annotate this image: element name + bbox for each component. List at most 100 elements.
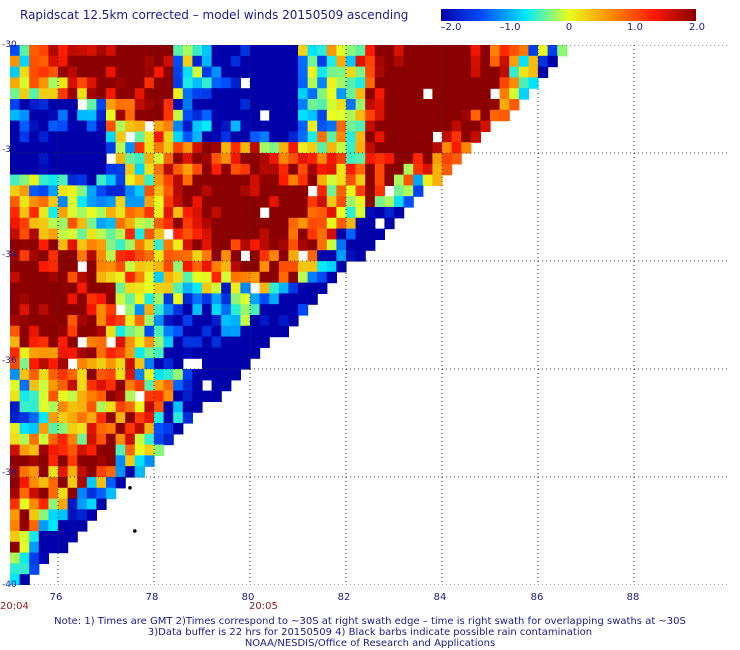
- map-cell: [48, 55, 59, 68]
- map-cell: [58, 131, 69, 143]
- map-cell: [19, 466, 30, 478]
- map-cell: [326, 163, 337, 176]
- map-cell: [278, 228, 289, 240]
- map-cell: [317, 109, 328, 122]
- map-cell: [106, 88, 117, 100]
- x-tick-label: 78: [145, 592, 159, 603]
- map-cell: [38, 531, 49, 543]
- map-cell: [29, 261, 40, 273]
- map-cell: [298, 185, 309, 197]
- x-tick-label: 88: [626, 592, 640, 603]
- map-cell: [77, 498, 88, 510]
- map-cell: [394, 207, 405, 219]
- map-cell: [528, 55, 539, 68]
- map-cell: [346, 142, 357, 154]
- map-cell: [230, 336, 241, 348]
- map-cell: [240, 304, 251, 316]
- map-cell: [422, 66, 433, 78]
- map-cell: [413, 109, 424, 122]
- map-cell: [134, 66, 145, 78]
- map-cell: [278, 66, 289, 78]
- map-cell: [58, 444, 69, 456]
- map-cell: [19, 163, 30, 176]
- map-cell: [298, 293, 309, 305]
- map-cell: [77, 466, 88, 478]
- map-cell: [10, 120, 21, 132]
- map-cell: [67, 261, 78, 273]
- map-cell: [10, 466, 21, 478]
- map-cell: [403, 120, 414, 132]
- map-cell: [38, 466, 49, 478]
- map-cell: [125, 412, 136, 424]
- map-cell: [67, 131, 78, 143]
- map-cell: [288, 239, 299, 251]
- map-cell: [48, 358, 59, 370]
- map-cell: [106, 185, 117, 197]
- map-cell: [48, 315, 59, 327]
- map-cell: [211, 142, 222, 154]
- map-cell: [355, 228, 366, 240]
- map-cell: [38, 250, 49, 262]
- map-cell: [67, 196, 78, 208]
- map-cell: [106, 390, 117, 402]
- map-cell: [67, 293, 78, 305]
- map-cell: [336, 109, 347, 122]
- map-cell: [134, 347, 145, 359]
- map-cell: [317, 163, 328, 176]
- colorbar-tick: –1.0: [499, 22, 521, 33]
- x-tick-label: 76: [49, 592, 63, 603]
- map-cell: [307, 163, 318, 176]
- map-cell: [29, 282, 40, 294]
- map-cell: [163, 88, 174, 100]
- map-cell: [346, 239, 357, 251]
- map-cell: [230, 228, 241, 240]
- map-cell: [48, 88, 59, 100]
- map-cell: [48, 271, 59, 284]
- map-cell: [106, 358, 117, 370]
- map-cell: [115, 228, 126, 240]
- map-cell: [38, 228, 49, 240]
- map-cell: [58, 120, 69, 132]
- map-cell: [230, 369, 241, 381]
- map-cell: [336, 88, 347, 100]
- map-cell: [326, 217, 337, 230]
- colorbar-tick: 0: [565, 22, 573, 33]
- map-cell: [192, 163, 203, 176]
- map-cell: [182, 293, 193, 305]
- map-cell: [106, 45, 117, 57]
- map-cell: [317, 55, 328, 68]
- map-cell: [10, 99, 21, 111]
- map-cell: [106, 77, 117, 89]
- map-cell: [125, 196, 136, 208]
- map-cell: [134, 358, 145, 370]
- map-cell: [19, 477, 30, 489]
- map-cell: [29, 369, 40, 381]
- map-cell: [278, 163, 289, 176]
- map-cell: [19, 207, 30, 219]
- map-cell: [10, 433, 21, 446]
- map-cell: [182, 412, 193, 424]
- map-cell: [163, 120, 174, 132]
- map-cell: [202, 347, 213, 359]
- map-cell: [480, 120, 491, 132]
- map-cell: [413, 55, 424, 68]
- map-cell: [144, 336, 155, 348]
- map-cell: [77, 412, 88, 424]
- map-cell: [326, 174, 337, 186]
- map-cell: [125, 66, 136, 78]
- map-cell: [115, 261, 126, 273]
- map-cell: [451, 45, 462, 57]
- map-cells: [10, 45, 568, 585]
- map-cell: [374, 196, 385, 208]
- map-cell: [19, 423, 30, 435]
- map-cell: [211, 217, 222, 230]
- map-cell: [106, 99, 117, 111]
- map-cell: [48, 498, 59, 510]
- map-cell: [96, 487, 107, 500]
- map-cell: [336, 77, 347, 89]
- map-cell: [115, 401, 126, 413]
- map-cell: [86, 261, 97, 273]
- map-cell: [221, 347, 232, 359]
- map-cell: [163, 390, 174, 402]
- map-cell: [202, 293, 213, 305]
